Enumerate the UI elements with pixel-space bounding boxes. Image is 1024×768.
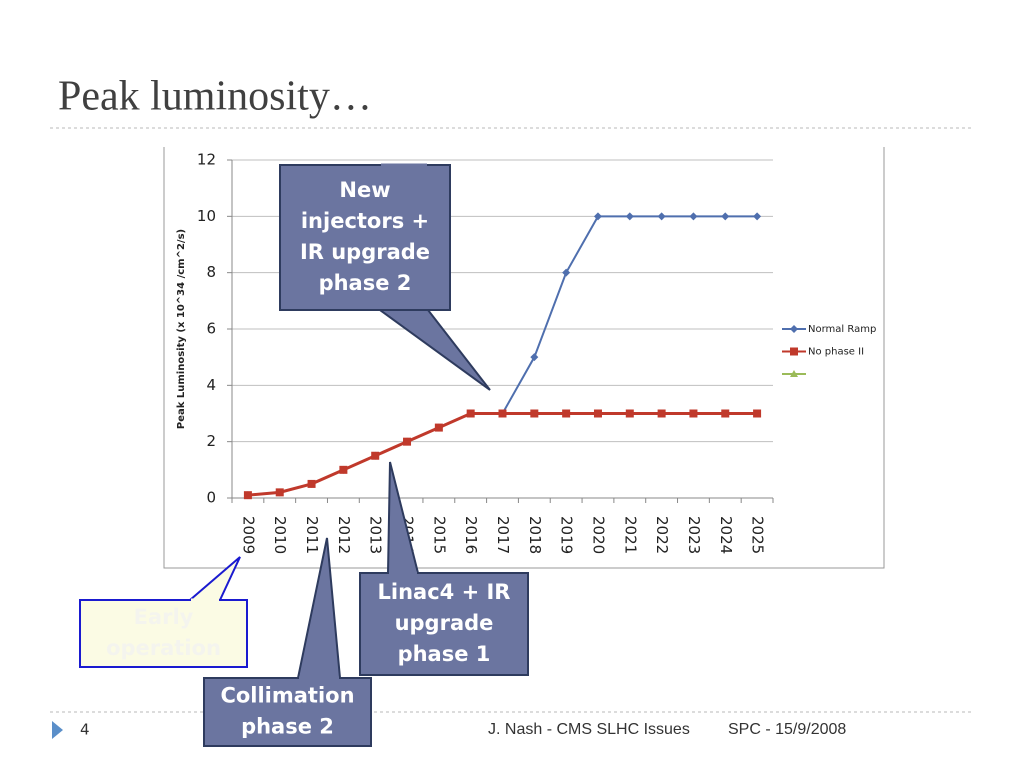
callout-text: phase 1 xyxy=(398,642,491,666)
data-point xyxy=(625,409,634,418)
data-point xyxy=(753,212,762,221)
x-tick-label: 2019 xyxy=(558,516,576,554)
callout-text: Collimation xyxy=(220,684,354,708)
data-point xyxy=(593,212,602,221)
slide-title: Peak luminosity… xyxy=(58,74,372,120)
data-point xyxy=(657,409,666,418)
callout-text: Linac4 + IR xyxy=(378,580,511,604)
footer-text: J. Nash - CMS SLHC Issues xyxy=(488,721,690,738)
callout-text: upgrade xyxy=(395,611,494,635)
x-tick-label: 2025 xyxy=(749,516,767,554)
data-point xyxy=(689,409,698,418)
data-point xyxy=(434,423,443,432)
data-point xyxy=(753,409,762,418)
data-point xyxy=(721,409,730,418)
data-point xyxy=(689,212,698,221)
callout-pointer xyxy=(187,556,241,601)
x-tick-label: 2009 xyxy=(239,516,257,554)
x-tick-label: 2010 xyxy=(271,516,289,554)
series-line xyxy=(247,412,758,497)
y-tick-label: 0 xyxy=(206,489,216,507)
x-tick-label: 2015 xyxy=(430,516,448,554)
callout-pointer xyxy=(296,537,342,679)
y-tick-label: 8 xyxy=(206,263,216,281)
data-point xyxy=(530,353,539,362)
data-point xyxy=(307,479,316,488)
legend-marker xyxy=(790,370,798,377)
x-tick-label: 2018 xyxy=(526,516,544,554)
footer-bullet xyxy=(52,721,63,739)
x-tick-label: 2021 xyxy=(621,516,639,554)
data-point xyxy=(530,409,539,418)
callout-box xyxy=(279,164,451,311)
data-point xyxy=(593,409,602,418)
data-point xyxy=(498,409,507,418)
y-tick-label: 2 xyxy=(206,432,216,450)
x-tick-label: 2024 xyxy=(717,516,735,554)
callout-text: New xyxy=(339,178,390,202)
page-number: 4 xyxy=(80,721,90,739)
x-tick-label: 2023 xyxy=(685,516,703,554)
data-point xyxy=(339,465,348,474)
legend-marker xyxy=(790,347,798,356)
data-point xyxy=(721,212,730,221)
chart-frame xyxy=(163,147,885,569)
callout-text: injectors + xyxy=(301,209,429,233)
callout-text: phase 2 xyxy=(241,715,334,739)
legend-label: No phase II xyxy=(808,347,864,358)
data-point xyxy=(371,451,380,460)
callout-box xyxy=(79,599,248,668)
callout-text: IR upgrade xyxy=(300,240,430,264)
x-tick-label: 2022 xyxy=(653,516,671,554)
data-point xyxy=(657,212,666,221)
x-tick-label: 2011 xyxy=(303,516,321,554)
y-tick-label: 12 xyxy=(197,151,216,169)
data-point xyxy=(466,409,475,418)
data-point xyxy=(275,488,284,497)
data-point xyxy=(625,212,634,221)
callout-text: phase 2 xyxy=(319,271,412,295)
footer-text: SPC - 15/9/2008 xyxy=(728,721,846,738)
x-tick-label: 2020 xyxy=(589,516,607,554)
y-tick-label: 4 xyxy=(206,376,216,394)
y-tick-label: 10 xyxy=(197,207,216,225)
y-axis-label: Peak Luminosity (x 10^34 /cm^2/s) xyxy=(176,229,187,429)
legend-label: Normal Ramp xyxy=(808,324,876,335)
y-tick-label: 6 xyxy=(206,320,216,338)
callout-box xyxy=(203,677,372,747)
data-point xyxy=(562,268,571,277)
callout-pointer xyxy=(376,309,491,391)
x-tick-label: 2012 xyxy=(335,516,353,554)
x-tick-label: 2016 xyxy=(462,516,480,554)
callout-text: operation xyxy=(106,636,221,660)
x-tick-label: 2017 xyxy=(494,516,512,554)
callout-text: Early xyxy=(134,605,194,629)
callout-box xyxy=(359,572,529,676)
data-point xyxy=(403,437,412,446)
x-tick-label: 2013 xyxy=(367,516,385,554)
data-point xyxy=(243,491,252,500)
legend-marker xyxy=(790,325,798,333)
data-point xyxy=(562,409,571,418)
